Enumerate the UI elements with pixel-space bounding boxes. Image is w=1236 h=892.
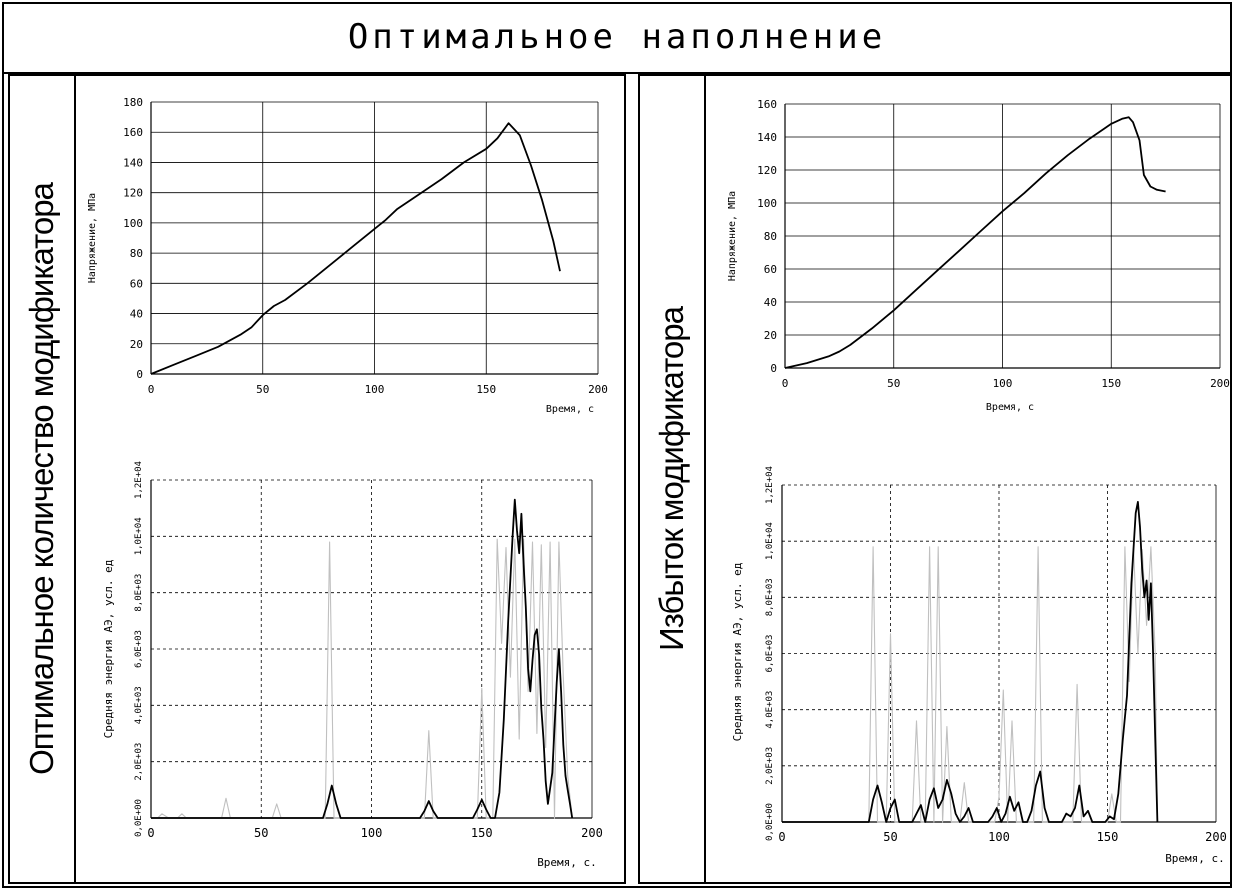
right-stress-y-tick-label: 160 (757, 98, 777, 111)
left-ae-series-0-line (151, 538, 573, 819)
right-ae-x-tick-label: 150 (1097, 830, 1119, 844)
right-side-label-box: Избыток модификатора (638, 74, 706, 884)
left-stress-y-tick-label: 140 (123, 156, 143, 169)
right-ae-y-axis-title: Средняя энергия АЭ, усл. ед (731, 562, 744, 741)
left-stress-y-tick-label: 20 (130, 338, 143, 351)
left-ae-y-tick-label: 8,0E+03 (134, 574, 144, 612)
left-ae-y-tick-label: 1,0E+04 (134, 517, 144, 555)
left-panel (8, 74, 626, 884)
left-stress-chart: 0 20 40 60 80 100 120 140 160 180 0 50 100 150 200 Врем… (87, 96, 608, 415)
left-ae-x-tick-label: 0 (147, 826, 154, 840)
right-ae-series-0-line (782, 546, 1158, 823)
right-ae-y-tick-label: 0,0E+00 (765, 803, 775, 841)
left-stress-y-tick-label: 180 (123, 96, 143, 109)
right-stress-x-tick-label: 100 (993, 377, 1013, 390)
right-stress-series-0-line (784, 116, 1166, 369)
right-ae-x-tick-label: 200 (1205, 830, 1227, 844)
right-stress-y-tick-label: 40 (764, 296, 777, 309)
right-ae-series-1-line (782, 500, 1159, 823)
right-ae-y-tick-label: 4,0E+03 (765, 691, 775, 729)
left-ae-y-tick-label: 2,0E+03 (134, 743, 144, 781)
left-ae-series-1-line (151, 498, 574, 819)
right-stress-x-tick-label: 50 (887, 377, 900, 390)
left-ae-y-tick-label: 6,0E+03 (134, 630, 144, 668)
left-side-label-box: Оптимальное количество модификатора (8, 74, 76, 884)
left-stress-x-tick-label: 200 (588, 383, 608, 396)
left-stress-y-tick-label: 100 (123, 217, 143, 230)
left-stress-x-tick-label: 0 (148, 383, 155, 396)
right-ae-x-tick-label: 100 (988, 830, 1010, 844)
right-ae-y-tick-label: 6,0E+03 (765, 635, 775, 673)
left-ae-x-tick-label: 50 (254, 826, 268, 840)
left-ae-y-tick-label: 0,0E+00 (134, 799, 144, 837)
right-stress-y-tick-label: 80 (764, 230, 777, 243)
left-stress-x-tick-label: 150 (476, 383, 496, 396)
right-ae-x-axis-title: Время, с. (1165, 852, 1225, 865)
left-ae-chart: 0,0E+00 2,0E+03 4,0E+03 6,0E+03 8,0E+03 1,0E+… (102, 461, 603, 869)
right-stress-y-tick-label: 60 (764, 263, 777, 276)
left-stress-x-tick-label: 100 (365, 383, 385, 396)
left-stress-y-tick-label: 160 (123, 126, 143, 139)
left-stress-y-axis-title: Напряжение, МПа (87, 193, 98, 283)
right-ae-y-tick-label: 1,2E+04 (765, 466, 775, 504)
right-ae-x-tick-label: 50 (883, 830, 897, 844)
left-stress-x-axis-title: Время, с (546, 404, 594, 415)
right-ae-chart: 0,0E+00 2,0E+03 4,0E+03 6,0E+03 8,0E+03 1,0E+… (731, 466, 1227, 865)
left-ae-x-tick-label: 100 (361, 826, 383, 840)
left-ae-y-axis-title: Средняя энергия АЭ, усл. ед (102, 559, 115, 738)
left-ae-x-tick-label: 200 (581, 826, 603, 840)
right-stress-x-tick-label: 200 (1210, 377, 1230, 390)
left-ae-x-tick-label: 150 (471, 826, 493, 840)
right-ae-y-tick-label: 1,0E+04 (765, 522, 775, 560)
right-stress-y-tick-label: 140 (757, 131, 777, 144)
left-stress-y-tick-label: 80 (130, 247, 143, 260)
left-ae-y-tick-label: 4,0E+03 (134, 686, 144, 724)
page-title-bar: Оптимальное наполнение (2, 2, 1232, 74)
right-ae-y-tick-label: 2,0E+03 (765, 747, 775, 785)
right-stress-x-tick-label: 0 (782, 377, 789, 390)
right-stress-y-axis-title: Напряжение, МПа (727, 191, 738, 281)
left-stress-y-tick-label: 60 (130, 277, 143, 290)
left-ae-y-tick-label: 1,2E+04 (134, 461, 144, 499)
right-stress-chart: 0 20 40 60 80 100 120 140 160 0 50 100 150 200 Время, … (727, 98, 1230, 413)
left-stress-y-tick-label: 120 (123, 187, 143, 200)
right-stress-x-axis-title: Время, с (986, 402, 1034, 413)
left-ae-x-axis-title: Время, с. (537, 856, 597, 869)
left-stress-y-tick-label: 40 (130, 308, 143, 321)
left-stress-series-0-line (150, 122, 561, 375)
right-stress-x-tick-label: 150 (1101, 377, 1121, 390)
left-stress-y-tick-label: 0 (136, 368, 143, 381)
right-ae-x-tick-label: 0 (778, 830, 785, 844)
left-stress-x-tick-label: 50 (256, 383, 269, 396)
right-ae-y-tick-label: 8,0E+03 (765, 578, 775, 616)
right-stress-y-tick-label: 120 (757, 164, 777, 177)
right-stress-y-tick-label: 0 (770, 362, 777, 375)
right-stress-y-tick-label: 20 (764, 329, 777, 342)
right-stress-y-tick-label: 100 (757, 197, 777, 210)
page-title: Оптимальное наполнение (347, 17, 887, 57)
